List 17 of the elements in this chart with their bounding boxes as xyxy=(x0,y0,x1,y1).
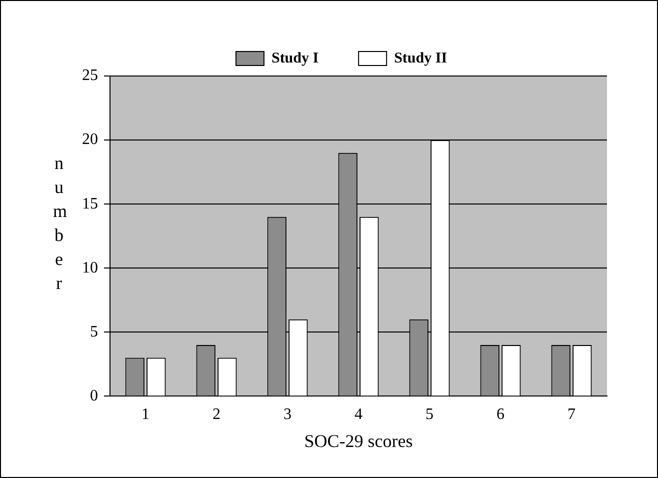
x-tick-label: 6 xyxy=(496,406,504,424)
y-tick-label: 20 xyxy=(82,131,98,148)
x-tick-label: 2 xyxy=(212,406,220,424)
legend-label: Study II xyxy=(394,50,448,66)
x-tick-label: 4 xyxy=(354,406,362,424)
y-tick-label: 10 xyxy=(82,259,98,276)
x-tick-label: 5 xyxy=(426,406,434,424)
y-tick-label: 5 xyxy=(90,323,98,340)
y-tick-label: 15 xyxy=(82,195,98,212)
legend-label: Study I xyxy=(271,50,319,66)
x-tick-label: 7 xyxy=(568,406,576,424)
x-tick-label: 3 xyxy=(284,406,292,424)
y-axis-title: number xyxy=(53,152,68,295)
x-axis-title: SOC-29 scores xyxy=(304,430,413,451)
y-tick-label: 25 xyxy=(82,67,98,84)
x-tick-label: 1 xyxy=(142,406,150,424)
y-tick-label: 0 xyxy=(90,387,98,404)
